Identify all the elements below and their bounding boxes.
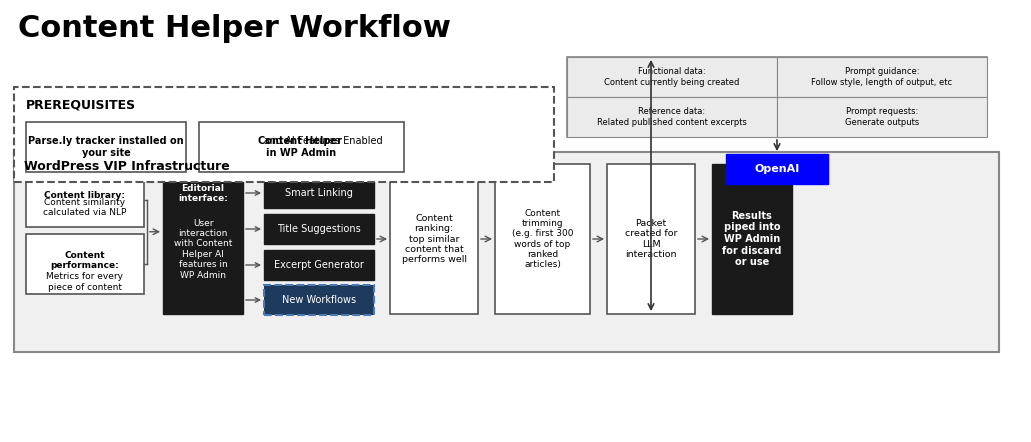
Bar	[712, 164, 792, 314]
Text: Content similarity
calculated via NLP: Content similarity calculated via NLP	[43, 198, 127, 217]
Bar	[607, 164, 695, 314]
Bar	[163, 164, 243, 314]
Bar	[567, 57, 987, 137]
Text: Editorial
interface:: Editorial interface:	[178, 184, 228, 203]
Text: Title Suggestions: Title Suggestions	[277, 224, 361, 234]
Text: and AI Features Enabled: and AI Features Enabled	[221, 136, 383, 146]
Text: Excerpt Generator: Excerpt Generator	[274, 260, 364, 270]
Text: Reference data:
Related published content excerpts: Reference data: Related published conten…	[597, 107, 746, 127]
Bar	[726, 154, 828, 184]
Bar	[14, 152, 999, 352]
Bar	[777, 97, 987, 137]
Text: Results
piped into
WP Admin
for discard
or use: Results piped into WP Admin for discard …	[723, 211, 781, 267]
Bar	[264, 214, 374, 244]
Bar	[777, 57, 987, 97]
Text: Content Helper: Content Helper	[258, 136, 345, 146]
Text: Content library:: Content library:	[44, 191, 126, 200]
Text: Metrics for every
piece of content: Metrics for every piece of content	[46, 272, 124, 292]
Text: in WP Admin: in WP Admin	[266, 148, 336, 158]
Text: Packet
created for
LLM
interaction: Packet created for LLM interaction	[625, 219, 677, 259]
Text: Prompt requests:
Generate outputs: Prompt requests: Generate outputs	[844, 107, 919, 127]
Bar	[26, 122, 186, 172]
Bar	[264, 250, 374, 280]
Bar	[199, 122, 404, 172]
Bar	[26, 172, 144, 227]
Text: performance:: performance:	[51, 262, 120, 271]
Text: Smart Linking: Smart Linking	[285, 188, 353, 198]
Text: User
interaction
with Content
Helper AI
features in
WP Admin: User interaction with Content Helper AI …	[174, 218, 232, 279]
Text: Parse.ly tracker installed on
your site: Parse.ly tracker installed on your site	[28, 136, 184, 158]
Text: Content: Content	[65, 251, 105, 260]
Text: PREREQUISITES: PREREQUISITES	[26, 99, 136, 112]
Text: Content Helper Workflow: Content Helper Workflow	[18, 14, 451, 43]
Text: Functional data:
Content currently being created: Functional data: Content currently being…	[604, 67, 739, 87]
Bar	[264, 285, 374, 315]
Text: WordPress VIP Infrastructure: WordPress VIP Infrastructure	[24, 160, 230, 173]
Text: Content
ranking:
top similar
content that
performs well: Content ranking: top similar content tha…	[401, 213, 466, 264]
Text: New Workflows: New Workflows	[281, 295, 356, 305]
Bar	[495, 164, 590, 314]
Bar	[390, 164, 478, 314]
Bar	[567, 57, 777, 97]
Bar	[567, 97, 777, 137]
Text: Prompt guidance:
Follow style, length of output, etc: Prompt guidance: Follow style, length of…	[811, 67, 953, 87]
Text: Content
trimming
(e.g. first 300
words of top
ranked
articles): Content trimming (e.g. first 300 words o…	[511, 209, 573, 270]
Bar	[264, 178, 374, 208]
Bar	[14, 87, 554, 182]
Bar	[26, 234, 144, 294]
Text: OpenAI: OpenAI	[755, 164, 800, 174]
